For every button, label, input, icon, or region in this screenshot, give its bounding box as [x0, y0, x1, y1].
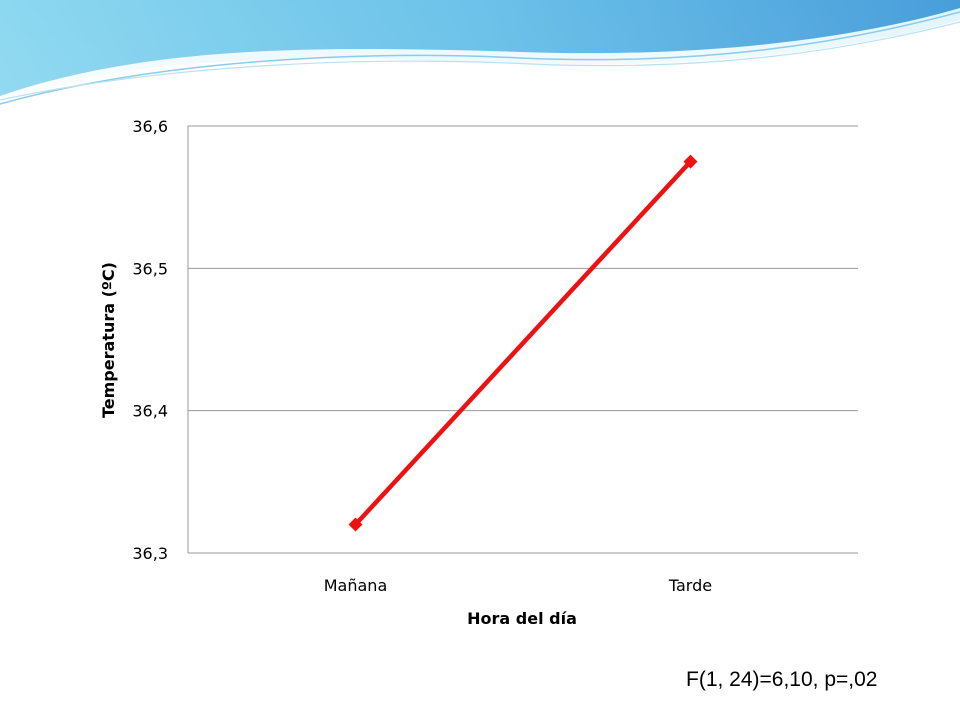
x-tick-label: Tarde — [668, 576, 712, 595]
wave-line-2 — [0, 21, 960, 101]
wave-line-1 — [0, 11, 960, 105]
series — [348, 154, 698, 532]
y-tick-label: 36,4 — [132, 402, 168, 421]
y-tick-label: 36,5 — [132, 259, 168, 278]
data-point-marker — [348, 517, 363, 532]
gridlines — [187, 125, 858, 554]
y-tick-label: 36,6 — [132, 117, 168, 136]
y-tick-label: 36,3 — [132, 544, 168, 563]
series-line — [353, 159, 693, 527]
statistic-annotation: F(1, 24)=6,10, p=,02 — [686, 668, 878, 691]
wave-shape-front — [0, 0, 960, 96]
x-tick-labels: Mañana Tarde — [324, 576, 712, 595]
y-tick-labels: 36,3 36,4 36,5 36,6 — [132, 117, 168, 563]
x-axis-title: Hora del día — [467, 609, 577, 628]
data-point-marker — [683, 154, 698, 169]
decorative-wave-banner — [0, 0, 960, 105]
y-axis-title: Temperatura (ºC) — [99, 262, 118, 418]
x-tick-label: Mañana — [324, 576, 388, 595]
